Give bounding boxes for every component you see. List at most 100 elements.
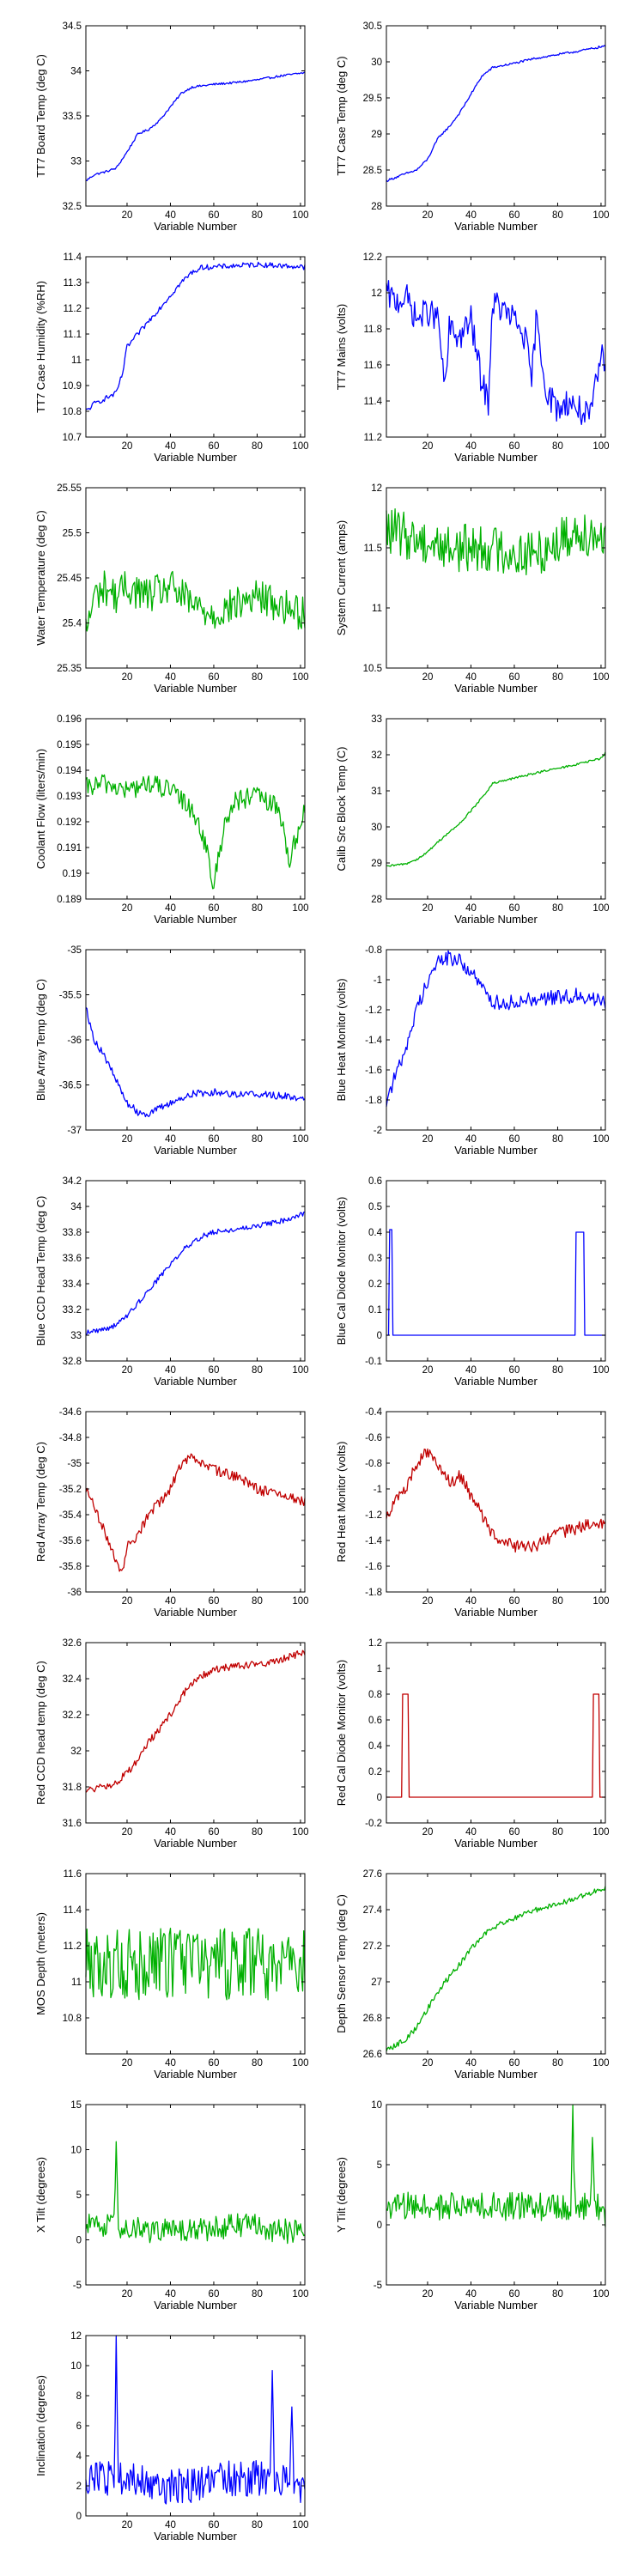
y-tick-label: 33 xyxy=(70,157,82,167)
y-tick-label: 33.5 xyxy=(63,112,82,122)
y-tick-label: 25.4 xyxy=(63,619,82,629)
y-axis-label: X Tilt (degrees) xyxy=(34,2157,47,2233)
x-tick-label: 80 xyxy=(252,2289,263,2300)
x-axis-label: Variable Number xyxy=(454,913,538,926)
y-tick-label: 0.5 xyxy=(368,1202,382,1212)
plot-frame xyxy=(85,949,306,1131)
x-tick-label: 20 xyxy=(422,1365,434,1376)
y-axis-label: Calib Src Block Temp (C) xyxy=(335,747,348,872)
y-tick-label: 30 xyxy=(371,58,382,68)
y-axis-label: Blue Heat Monitor (volts) xyxy=(335,978,348,1101)
y-tick-label: -1.8 xyxy=(365,1588,382,1598)
x-tick-label: 60 xyxy=(209,441,220,452)
y-tick-label: 11.6 xyxy=(63,1869,82,1880)
y-tick-label: 0.189 xyxy=(57,895,82,905)
y-tick-label: 11 xyxy=(372,604,382,614)
y-axis-label: Red Cal Diode Monitor (volts) xyxy=(335,1660,348,1807)
x-tick-label: 20 xyxy=(122,672,133,683)
y-tick-label: 0 xyxy=(377,1331,382,1341)
y-tick-label: 12 xyxy=(70,2331,82,2342)
plot-frame xyxy=(85,2104,306,2286)
x-tick-label: 60 xyxy=(209,672,220,683)
y-tick-label: 32.8 xyxy=(63,1357,82,1367)
x-tick-label: 60 xyxy=(209,2058,220,2069)
x-tick-label: 60 xyxy=(209,1365,220,1376)
plot-frame xyxy=(386,487,606,669)
series-line xyxy=(386,508,606,576)
y-tick-label: 11.8 xyxy=(363,325,382,335)
x-tick-label: 80 xyxy=(252,2058,263,2069)
y-tick-label: 5 xyxy=(76,2190,82,2201)
x-tick-label: 80 xyxy=(552,672,563,683)
x-tick-label: 20 xyxy=(422,210,434,221)
x-tick-label: 80 xyxy=(552,903,563,914)
y-tick-label: 25.35 xyxy=(57,664,82,674)
y-tick-label: -1 xyxy=(374,1485,382,1495)
y-tick-label: -0.2 xyxy=(365,1819,382,1829)
y-tick-label: 8 xyxy=(76,2391,82,2402)
y-tick-label: -37 xyxy=(67,1126,82,1136)
y-axis-label: Red Heat Monitor (volts) xyxy=(335,1442,348,1563)
x-axis-label: Variable Number xyxy=(454,1375,538,1388)
x-axis-label: Variable Number xyxy=(154,2299,237,2312)
x-tick-label: 20 xyxy=(122,441,133,452)
y-tick-label: 32.6 xyxy=(63,1638,82,1649)
y-tick-label: -1 xyxy=(374,975,382,986)
y-tick-label: -35 xyxy=(67,1459,82,1469)
y-axis-label: TT7 Mains (volts) xyxy=(335,304,348,390)
x-tick-label: 20 xyxy=(422,903,434,914)
plot-frame xyxy=(386,1411,606,1593)
y-tick-label: 27.6 xyxy=(363,1869,382,1880)
plot-frame xyxy=(386,25,606,207)
plot-frame xyxy=(386,949,606,1131)
x-tick-label: 100 xyxy=(292,1596,308,1607)
y-axis-label: TT7 Case Temp (deg C) xyxy=(335,56,348,175)
x-axis-label: Variable Number xyxy=(154,1837,237,1850)
x-tick-label: 100 xyxy=(592,441,609,452)
chart-panel: 20 40 60 80 100 11.2 11.4 11.6 11.8 12 12.2 Variabl… xyxy=(335,252,610,464)
y-axis-label: Water Temperature (deg C) xyxy=(34,510,47,646)
plot-frame xyxy=(386,2104,606,2286)
y-axis-label: Inclination (degrees) xyxy=(34,2375,47,2476)
x-tick-label: 20 xyxy=(422,2058,434,2069)
y-tick-label: 0.4 xyxy=(368,1741,383,1752)
y-tick-label: 10.9 xyxy=(63,381,82,392)
y-tick-label: 15 xyxy=(70,2100,82,2111)
x-tick-label: 60 xyxy=(509,1827,520,1838)
y-tick-label: 31 xyxy=(371,787,382,797)
x-tick-label: 20 xyxy=(122,2289,133,2300)
x-tick-label: 40 xyxy=(465,210,477,221)
y-tick-label: -35.4 xyxy=(59,1510,82,1521)
x-tick-label: 60 xyxy=(509,1365,520,1376)
x-tick-label: 80 xyxy=(552,1365,563,1376)
series-line xyxy=(85,2141,306,2245)
y-axis-label: MOS Depth (meters) xyxy=(34,1912,47,2015)
x-tick-label: 20 xyxy=(422,1827,434,1838)
chart-panel: 20 40 60 80 100 -36 -35.8 -35.6 -35.4 -35.2 -35 -34… xyxy=(34,1407,309,1619)
y-tick-label: 12.2 xyxy=(363,252,382,263)
plot-frame xyxy=(85,718,306,900)
plot-frame xyxy=(386,256,606,438)
y-tick-label: 34 xyxy=(70,1202,82,1212)
series-line xyxy=(386,1448,606,1553)
y-axis-label: Blue Array Temp (deg C) xyxy=(34,979,47,1101)
y-tick-label: -35.2 xyxy=(59,1485,82,1495)
x-tick-label: 20 xyxy=(122,1134,133,1145)
x-tick-label: 40 xyxy=(465,1365,477,1376)
series-line xyxy=(386,45,606,183)
y-tick-label: 5 xyxy=(377,2160,382,2171)
x-tick-label: 80 xyxy=(552,1827,563,1838)
y-tick-label: -36 xyxy=(67,1588,82,1598)
plot-frame xyxy=(85,256,306,438)
x-tick-label: 100 xyxy=(292,210,308,221)
x-tick-label: 20 xyxy=(422,1596,434,1607)
y-tick-label: 26.8 xyxy=(363,2014,382,2024)
x-tick-label: 100 xyxy=(292,2289,308,2300)
x-tick-label: 100 xyxy=(592,672,609,683)
y-tick-label: -2 xyxy=(374,1126,382,1136)
chart-panel: 20 40 60 80 100 -0.2 0 0.2 0.4 0.6 0.8 1 1.2 Variable… xyxy=(335,1638,610,1850)
series-line xyxy=(386,2104,606,2227)
x-tick-label: 80 xyxy=(552,1596,563,1607)
y-tick-label: 32 xyxy=(371,750,382,761)
y-tick-label: -35.6 xyxy=(59,1536,82,1546)
